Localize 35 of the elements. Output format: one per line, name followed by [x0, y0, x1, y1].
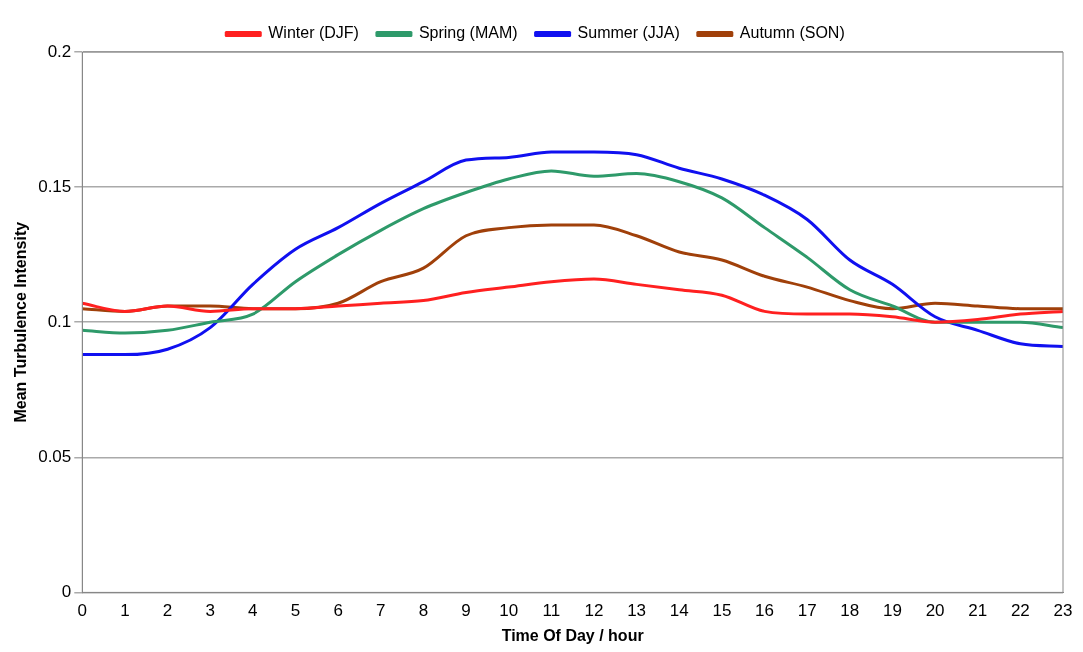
x-tick-label: 18 — [840, 601, 860, 621]
x-tick-label: 23 — [1053, 601, 1073, 621]
y-tick-label: 0.1 — [47, 311, 72, 331]
y-tick-label: 0.05 — [38, 446, 72, 466]
x-tick-label: 12 — [584, 601, 604, 621]
x-tick-label: 15 — [712, 601, 732, 621]
y-tick-label: 0 — [61, 582, 72, 602]
legend-label: Summer (JJA) — [577, 24, 680, 42]
x-tick-label: 2 — [162, 601, 173, 621]
legend-label: Winter (DJF) — [268, 24, 359, 42]
legend-label: Autumn (SON) — [739, 24, 845, 42]
x-tick-label: 3 — [205, 601, 215, 621]
x-tick-label: 6 — [333, 601, 343, 621]
x-tick-label: 13 — [627, 601, 647, 621]
legend-label: Spring (MAM) — [418, 24, 518, 42]
x-tick-label: 4 — [248, 601, 258, 621]
x-tick-label: 20 — [925, 601, 945, 621]
x-tick-label: 1 — [120, 601, 130, 621]
y-tick-label: 0.2 — [47, 41, 72, 61]
x-tick-label: 5 — [290, 601, 301, 621]
x-tick-label: 16 — [755, 601, 774, 621]
y-tick-label: 0.15 — [38, 176, 72, 196]
x-tick-label: 14 — [669, 601, 689, 621]
x-tick-label: 10 — [499, 601, 519, 621]
x-tick-label: 21 — [968, 601, 988, 621]
x-tick-label: 11 — [542, 601, 561, 621]
x-tick-label: 0 — [77, 601, 88, 621]
x-tick-label: 17 — [797, 601, 817, 621]
x-axis-title: Time Of Day / hour — [501, 626, 644, 644]
x-tick-label: 8 — [418, 601, 429, 621]
x-tick-label: 9 — [461, 601, 471, 621]
x-tick-label: 22 — [1010, 601, 1030, 621]
x-tick-label: 7 — [376, 601, 386, 621]
y-axis-title: Mean Turbulence Intensity — [12, 221, 30, 423]
x-tick-label: 19 — [882, 601, 902, 621]
